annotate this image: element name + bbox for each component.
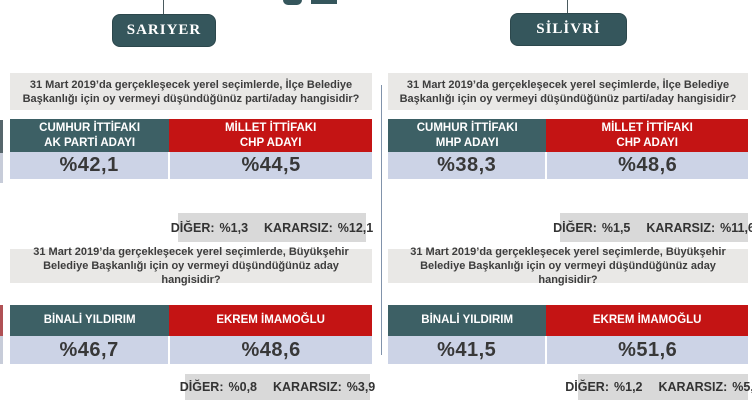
alliance-header-cumhur: CUMHUR İTTİFAKI MHP ADAYI [388, 119, 547, 152]
diger-label: DİĞER: [565, 380, 609, 394]
diger-value: %1,3 [219, 220, 249, 235]
candidate-name: EKREM İMAMOĞLU [592, 314, 702, 326]
kararsiz-value: %3,9 [346, 380, 376, 394]
candidate-name: BİNALİ YILDIRIM [421, 314, 514, 326]
other-undecided-box-1: DİĞER: %1,5 KARARSIZ: %11,6 [553, 213, 752, 242]
kararsiz-value: %11,6 [720, 220, 752, 235]
kararsiz-value: %5,7 [732, 380, 752, 394]
percent-value: %51,6 [547, 336, 748, 364]
kararsiz-label: KARARSIZ: [646, 220, 716, 235]
kararsiz-label: KARARSIZ: [273, 380, 342, 394]
percent-value: %46,7 [10, 336, 169, 364]
alliance-header-cumhur: CUMHUR İTTİFAKI AK PARTİ ADAYI [10, 119, 170, 152]
question-box-1: 31 Mart 2019’da gerçekleşecek yerel seçi… [388, 73, 748, 110]
candidate-header-yildirim: BİNALİ YILDIRIM [10, 305, 170, 336]
percent-value: %48,6 [547, 152, 748, 179]
alliance-name: MİLLET İTTİFAKI [224, 121, 317, 134]
candidate-party: AK PARTİ ADAYI [44, 136, 136, 149]
results-table-2: BİNALİ YILDIRIM EKREM İMAMOĞLU %41,5 %51… [388, 305, 748, 364]
results-table-2: BİNALİ YILDIRIM EKREM İMAMOĞLU %46,7 %48… [10, 305, 372, 364]
diger-value: %0,8 [228, 380, 258, 394]
question-box-2: 31 Mart 2019’da gerçekleşecek yerel seçi… [10, 246, 372, 286]
candidate-party: CHP ADAYI [239, 136, 302, 149]
other-undecided-box-2: DİĞER: %0,8 KARARSIZ: %3,9 [180, 374, 375, 400]
cropped-edge-sliver [0, 120, 3, 153]
percent-value: %44,5 [170, 152, 372, 179]
alliance-name: MİLLET İTTİFAKI [601, 121, 693, 134]
cropped-edge-sliver [0, 153, 3, 183]
percent-value: %38,3 [388, 152, 546, 179]
kararsiz-label: KARARSIZ: [658, 380, 728, 394]
diger-value: %1,2 [614, 380, 643, 394]
question-box-2: 31 Mart 2019’da gerçekleşecek yerel seçi… [388, 246, 748, 286]
candidate-party: MHP ADAYI [435, 136, 499, 149]
candidate-party: CHP ADAYI [616, 136, 678, 149]
alliance-header-millet: MİLLET İTTİFAKI CHP ADAYI [546, 119, 748, 152]
diger-value: %1,5 [601, 220, 631, 235]
diger-label: DİĞER: [553, 220, 597, 235]
percent-value: %42,1 [10, 152, 169, 179]
kararsiz-value: %12,1 [337, 220, 374, 235]
candidate-header-imamoglu: EKREM İMAMOĞLU [546, 305, 748, 336]
diger-label: DİĞER: [170, 220, 215, 235]
district-title: SARIYER [126, 22, 202, 38]
panel-divider-line [381, 85, 382, 355]
cropped-edge-sliver [0, 305, 3, 336]
candidate-header-yildirim: BİNALİ YILDIRIM [388, 305, 547, 336]
other-undecided-box-1: DİĞER: %1,3 KARARSIZ: %12,1 [171, 213, 373, 242]
badge-connector-line-sariyer [163, 0, 164, 14]
percent-value: %48,6 [170, 336, 372, 364]
panel-silivri: 31 Mart 2019’da gerçekleşecek yerel seçi… [388, 0, 752, 407]
cropped-title-fragment-left [283, 0, 302, 5]
badge-connector-line-silivri [567, 0, 568, 13]
kararsiz-label: KARARSIZ: [264, 220, 333, 235]
district-badge-sariyer: SARIYER [112, 14, 216, 47]
alliance-header-millet: MİLLET İTTİFAKI CHP ADAYI [169, 119, 372, 152]
question-box-1: 31 Mart 2019’da gerçekleşecek yerel seçi… [10, 73, 372, 110]
diger-label: DİĞER: [179, 380, 224, 394]
results-table-1: CUMHUR İTTİFAKI AK PARTİ ADAYI MİLLET İT… [10, 119, 372, 179]
alliance-name: CUMHUR İTTİFAKI [39, 121, 141, 134]
candidate-name: BİNALİ YILDIRIM [43, 314, 136, 326]
district-title: SİLİVRİ [536, 21, 601, 37]
other-undecided-box-2: DİĞER: %1,2 KARARSIZ: %5,7 [565, 374, 752, 400]
candidate-name: EKREM İMAMOĞLU [216, 314, 325, 326]
cropped-edge-sliver [0, 336, 3, 364]
results-table-1: CUMHUR İTTİFAKI MHP ADAYI MİLLET İTTİFAK… [388, 119, 748, 179]
cropped-title-fragment-right [311, 0, 337, 4]
candidate-header-imamoglu: EKREM İMAMOĞLU [169, 305, 372, 336]
district-badge-silivri: SİLİVRİ [510, 13, 627, 46]
percent-value: %41,5 [388, 336, 546, 364]
panel-sariyer: 31 Mart 2019’da gerçekleşecek yerel seçi… [10, 0, 375, 407]
alliance-name: CUMHUR İTTİFAKI [416, 121, 518, 134]
